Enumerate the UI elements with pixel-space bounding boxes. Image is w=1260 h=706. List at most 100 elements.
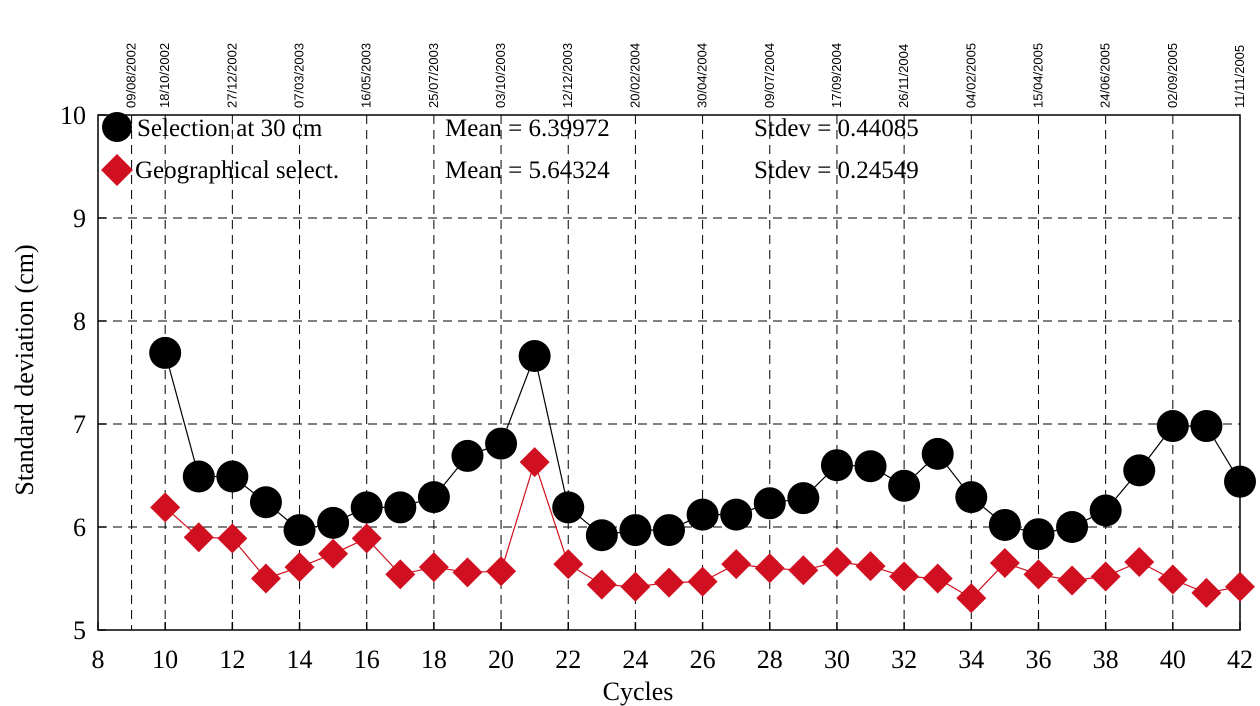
x-tick-label: 10	[152, 645, 178, 674]
x-tick-label: 12	[219, 645, 245, 674]
data-point-diamond	[654, 567, 684, 598]
date-tick-label: 30/04/2004	[695, 43, 710, 108]
data-point-diamond	[217, 523, 248, 554]
x-tick-label: 24	[622, 645, 648, 674]
data-point-circle	[417, 481, 450, 514]
data-point-circle	[216, 460, 249, 493]
data-point-circle	[585, 519, 618, 552]
x-tick-label: 20	[488, 645, 514, 674]
x-axis-title: Cycles	[603, 677, 674, 706]
x-tick-label: 34	[958, 645, 984, 674]
y-tick-label: 8	[73, 307, 86, 336]
top-date-axis: 09/08/2002 18/10/2002 27/12/2002 07/03/2003…	[124, 43, 1247, 108]
data-point-diamond	[418, 552, 449, 583]
data-point-diamond	[922, 563, 953, 594]
x-tick-label: 18	[421, 645, 447, 674]
date-tick-label: 27/12/2002	[224, 43, 239, 108]
data-point-diamond	[788, 555, 819, 586]
legend-mean-series-2: Mean = 5.64324	[445, 157, 610, 184]
date-tick-label: 25/07/2003	[426, 43, 441, 108]
y-tick-label: 5	[73, 616, 86, 645]
data-point-diamond	[1124, 547, 1155, 578]
legend-stdev-series-2: Stdev = 0.24549	[754, 157, 919, 184]
data-point-diamond	[284, 552, 315, 583]
y-axis-ticks: 5 6 7 8 9 10	[60, 101, 106, 645]
date-tick-label: 11/11/2005	[1232, 45, 1247, 108]
x-tick-label: 38	[1093, 645, 1119, 674]
data-point-diamond	[956, 583, 987, 614]
data-point-diamond	[351, 523, 382, 554]
data-point-circle	[149, 336, 182, 369]
data-point-circle	[1056, 511, 1089, 543]
data-point-circle	[350, 491, 383, 524]
data-point-circle	[888, 469, 921, 502]
date-tick-label: 12/12/2003	[560, 43, 575, 108]
grid-lines	[98, 114, 1241, 631]
data-point-circle	[1224, 465, 1256, 498]
data-point-diamond	[318, 538, 349, 569]
data-point-diamond	[1157, 564, 1188, 595]
date-tick-label: 03/10/2003	[493, 43, 508, 108]
data-point-circle	[518, 340, 551, 373]
data-point-diamond	[687, 566, 718, 597]
legend-mean-series-1: Mean = 6.39972	[445, 115, 610, 142]
date-tick-label: 09/08/2002	[124, 43, 139, 108]
x-tick-label: 30	[824, 645, 850, 674]
data-point-diamond	[1090, 561, 1121, 592]
series-markers	[149, 336, 1256, 614]
data-point-circle	[619, 514, 652, 547]
data-point-diamond	[1057, 565, 1088, 596]
y-tick-label: 6	[73, 513, 86, 542]
data-point-diamond	[754, 553, 785, 584]
data-point-circle	[686, 498, 719, 531]
legend-marker-circle	[102, 112, 132, 142]
data-point-circle	[317, 506, 350, 539]
data-point-diamond	[855, 551, 886, 582]
x-tick-label: 16	[354, 645, 380, 674]
legend-marker-diamond	[101, 154, 133, 186]
data-point-circle	[921, 437, 954, 470]
x-tick-label: 22	[555, 645, 581, 674]
data-point-diamond	[620, 571, 651, 602]
data-point-diamond	[721, 549, 752, 580]
date-tick-label: 16/05/2003	[359, 43, 374, 108]
date-tick-label: 02/09/2005	[1165, 43, 1180, 108]
data-point-diamond	[452, 557, 483, 588]
x-axis-ticks: 8 10 12 14 16 18 20 22 24 26 28 30 32 34 36 38 40 42	[92, 622, 1253, 674]
data-point-circle	[720, 498, 753, 531]
data-point-circle	[1190, 410, 1223, 443]
data-point-diamond	[385, 559, 416, 590]
data-point-circle	[1156, 410, 1189, 443]
legend: Selection at 30 cm Mean = 6.39972 Stdev …	[101, 112, 919, 186]
legend-stdev-series-1: Stdev = 0.44085	[754, 115, 919, 142]
data-point-diamond	[250, 563, 281, 594]
x-tick-label: 8	[92, 645, 105, 674]
y-tick-label: 9	[73, 204, 86, 233]
data-point-diamond	[989, 548, 1020, 579]
date-tick-label: 09/07/2004	[762, 43, 777, 108]
data-point-diamond	[553, 549, 584, 580]
x-tick-label: 40	[1160, 645, 1186, 674]
date-tick-label: 24/06/2005	[1098, 43, 1113, 108]
data-point-diamond	[889, 561, 920, 592]
data-point-circle	[955, 481, 988, 514]
data-point-circle	[854, 450, 887, 483]
date-tick-label: 26/11/2004	[896, 44, 911, 108]
data-point-diamond	[1191, 577, 1222, 608]
data-point-diamond	[150, 492, 181, 523]
date-tick-label: 17/09/2004	[829, 43, 844, 108]
y-tick-label: 10	[60, 101, 86, 130]
data-point-diamond	[183, 522, 214, 553]
data-point-circle	[653, 514, 685, 547]
legend-label-series-2: Geographical select.	[135, 157, 339, 184]
x-tick-label: 14	[287, 645, 313, 674]
date-tick-label: 15/04/2005	[1030, 43, 1045, 108]
plot-frame	[97, 114, 1241, 631]
x-tick-label: 26	[690, 645, 716, 674]
data-point-circle	[787, 482, 820, 515]
data-point-diamond	[586, 569, 617, 600]
data-point-circle	[485, 427, 518, 460]
date-tick-label: 20/02/2004	[627, 43, 642, 108]
data-point-circle	[1089, 494, 1122, 527]
